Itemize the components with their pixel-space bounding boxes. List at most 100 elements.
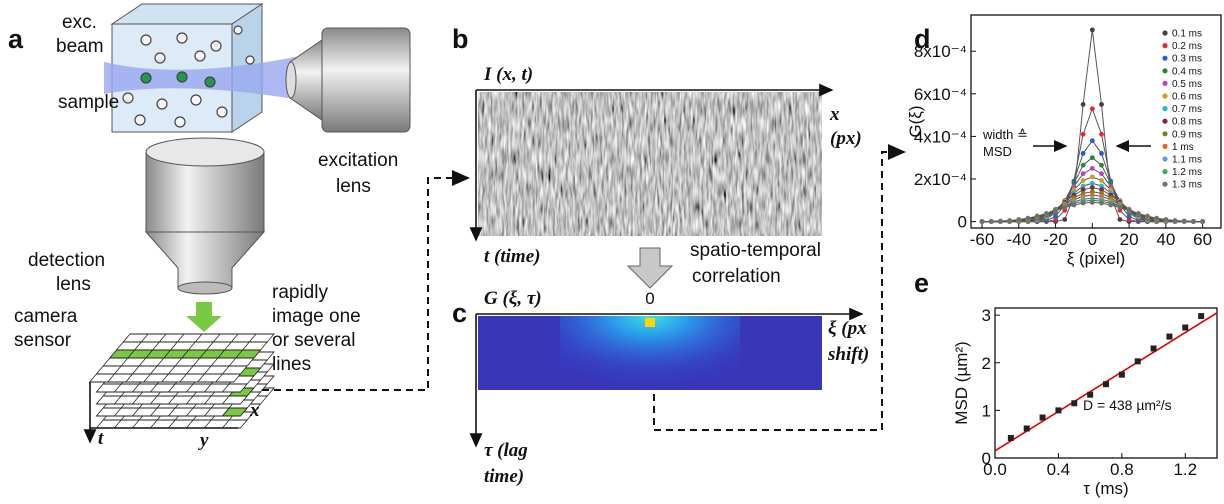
annotation: D = 438 µm²/s — [1083, 397, 1172, 413]
y-tick-label: 6x10⁻⁴ — [914, 85, 967, 104]
label: x — [249, 400, 260, 421]
label: lens — [56, 274, 91, 295]
data-point — [1080, 200, 1086, 206]
data-point — [1080, 183, 1086, 189]
legend-label: 0.4 ms — [1172, 66, 1202, 77]
data-point — [1080, 131, 1086, 137]
label: 0 — [645, 289, 654, 308]
data-point — [1055, 407, 1062, 414]
data-point — [1135, 211, 1141, 216]
legend-label: 0.1 ms — [1172, 29, 1202, 40]
legend-label: 1.2 ms — [1172, 167, 1202, 178]
label: G (ξ, τ) — [484, 288, 542, 309]
flow-arrow — [262, 170, 470, 391]
excitation-lens — [285, 27, 411, 133]
label: lens — [336, 176, 371, 197]
y-tick-label: 0 — [982, 449, 991, 468]
legend-marker — [1162, 181, 1168, 187]
data-point — [1023, 425, 1030, 432]
x-tick-label: 1.2 — [1173, 460, 1197, 479]
data-point — [1200, 219, 1206, 225]
data-point — [1089, 27, 1095, 33]
legend-marker — [1162, 156, 1168, 162]
data-point — [1089, 200, 1095, 205]
label: exc. — [62, 12, 97, 33]
data-point — [1039, 414, 1046, 421]
data-point — [1053, 208, 1058, 213]
legend-label: 1.1 ms — [1172, 155, 1202, 166]
plot-frame — [994, 307, 1218, 459]
data-point — [1089, 165, 1095, 171]
data-point — [1080, 187, 1086, 193]
data-point — [1150, 345, 1157, 352]
data-point — [1062, 217, 1068, 222]
data-point — [1034, 213, 1040, 219]
data-point — [1099, 200, 1104, 206]
x-tick-label: 60 — [1193, 230, 1212, 249]
data-point — [1154, 215, 1160, 221]
label: correlation — [692, 266, 781, 287]
excitation-beam — [104, 56, 300, 100]
x-tick-label: -60 — [970, 230, 995, 249]
data-point — [1025, 215, 1031, 221]
y-tick-label: 2x10⁻⁴ — [914, 170, 967, 189]
particles — [122, 25, 255, 128]
data-point — [1099, 171, 1104, 177]
annotation: MSD — [983, 144, 1012, 159]
flow-arrow — [653, 144, 906, 431]
x-tick-label: 0.8 — [1110, 460, 1134, 479]
legend-label: 1.3 ms — [1172, 180, 1202, 191]
legend-marker — [1162, 118, 1168, 124]
plot-frame — [970, 14, 1222, 229]
correlation-peak — [560, 316, 740, 390]
label: y — [198, 430, 209, 451]
data-point — [1108, 202, 1114, 208]
legend-marker — [1162, 55, 1168, 61]
x-tick-label: 0.0 — [983, 460, 1007, 479]
label: τ (lag — [484, 440, 528, 461]
data-point — [1117, 205, 1123, 210]
data-point — [1191, 218, 1196, 224]
data-point — [1198, 313, 1205, 320]
x-axis-label: ξ (pixel) — [1067, 249, 1126, 268]
legend-label: 0.2 ms — [1172, 41, 1202, 52]
label: I (x, t) — [483, 64, 533, 85]
y-tick-label: 4x10⁻⁴ — [914, 127, 967, 146]
panel-letter: e — [914, 268, 929, 298]
legend-marker — [1162, 80, 1168, 86]
data-point — [1181, 218, 1187, 224]
data-point — [1118, 371, 1125, 378]
x-tick-label: 40 — [1156, 230, 1175, 249]
label: sensor — [14, 330, 72, 351]
data-point — [1099, 178, 1104, 183]
y-tick-label: 1 — [982, 401, 991, 420]
x-tick-label: -40 — [1007, 230, 1032, 249]
data-point — [1099, 183, 1104, 189]
data-point — [1117, 217, 1123, 222]
data-point — [1089, 174, 1095, 180]
data-point — [1007, 435, 1014, 441]
data-point — [1080, 171, 1086, 177]
y-tick-label: 0 — [958, 213, 967, 232]
data-point — [1089, 185, 1095, 190]
label: or several — [272, 330, 355, 351]
data-point — [1016, 217, 1022, 222]
y-tick-label: 3 — [982, 306, 991, 325]
label: detection — [28, 250, 105, 271]
data-point — [979, 219, 985, 225]
data-point — [1071, 400, 1078, 407]
x-tick-label: 20 — [1120, 230, 1139, 249]
arrow-icon — [626, 247, 674, 289]
x-tick-label: 0.4 — [1047, 460, 1071, 479]
data-point — [1099, 162, 1104, 168]
data-point — [1163, 217, 1169, 222]
panel-letter: c — [452, 298, 467, 328]
label: t (time) — [484, 246, 540, 267]
data-point — [1007, 218, 1013, 223]
data-point — [1099, 151, 1104, 156]
data-point — [1080, 102, 1086, 107]
y-axis-label: G(ξ) — [906, 105, 925, 137]
label: ξ (px — [828, 318, 867, 339]
data-point — [1108, 184, 1114, 189]
